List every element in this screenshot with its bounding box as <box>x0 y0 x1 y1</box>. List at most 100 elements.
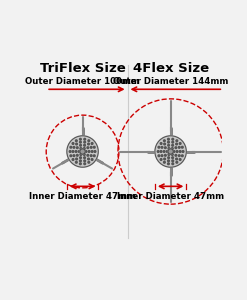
Circle shape <box>84 144 85 146</box>
Circle shape <box>76 154 78 156</box>
Circle shape <box>69 151 71 152</box>
Circle shape <box>160 151 162 152</box>
Circle shape <box>80 141 81 143</box>
Text: TriFlex Size: TriFlex Size <box>40 62 125 75</box>
Circle shape <box>168 141 169 143</box>
Circle shape <box>88 158 89 160</box>
Circle shape <box>94 151 96 152</box>
Circle shape <box>80 163 81 165</box>
Circle shape <box>158 146 160 148</box>
Circle shape <box>164 140 165 142</box>
Circle shape <box>88 161 90 163</box>
Circle shape <box>176 161 178 163</box>
Circle shape <box>168 160 169 162</box>
Circle shape <box>176 143 177 145</box>
Circle shape <box>160 142 162 144</box>
Circle shape <box>163 151 165 152</box>
Text: Inner Diameter 47mm: Inner Diameter 47mm <box>117 192 224 201</box>
Circle shape <box>93 146 95 148</box>
Circle shape <box>168 154 170 155</box>
Circle shape <box>168 138 169 140</box>
Circle shape <box>171 148 173 149</box>
Circle shape <box>72 142 74 144</box>
Circle shape <box>88 143 89 145</box>
Circle shape <box>85 151 87 152</box>
Circle shape <box>80 138 81 140</box>
Circle shape <box>67 136 98 167</box>
Circle shape <box>166 151 168 152</box>
Circle shape <box>168 148 170 149</box>
Circle shape <box>176 151 178 152</box>
Circle shape <box>80 157 82 159</box>
Circle shape <box>168 144 169 146</box>
Circle shape <box>160 159 162 161</box>
Circle shape <box>182 146 183 148</box>
Circle shape <box>76 143 78 145</box>
Circle shape <box>164 158 165 160</box>
Circle shape <box>182 155 183 157</box>
Circle shape <box>90 155 92 157</box>
Circle shape <box>91 159 93 161</box>
Circle shape <box>168 149 173 154</box>
Circle shape <box>172 160 174 162</box>
Circle shape <box>172 163 174 165</box>
Circle shape <box>84 160 85 162</box>
Text: Outer Diameter 144mm: Outer Diameter 144mm <box>113 77 228 86</box>
Circle shape <box>164 143 165 145</box>
Circle shape <box>90 146 92 148</box>
Circle shape <box>76 161 77 163</box>
Circle shape <box>76 158 78 160</box>
Circle shape <box>84 157 85 159</box>
Circle shape <box>76 140 77 142</box>
Text: Outer Diameter 100mm: Outer Diameter 100mm <box>25 77 140 86</box>
Circle shape <box>80 148 82 149</box>
Circle shape <box>158 155 160 157</box>
Circle shape <box>70 155 72 157</box>
Circle shape <box>80 160 81 162</box>
Circle shape <box>84 163 85 165</box>
Text: Inner Diameter 47mm: Inner Diameter 47mm <box>29 192 136 201</box>
Circle shape <box>78 151 80 152</box>
Circle shape <box>84 141 85 143</box>
Circle shape <box>178 155 180 157</box>
Circle shape <box>88 151 90 152</box>
Circle shape <box>171 154 173 155</box>
Circle shape <box>72 151 74 152</box>
Circle shape <box>83 148 85 149</box>
Circle shape <box>176 140 178 142</box>
Circle shape <box>87 154 89 156</box>
Circle shape <box>179 142 181 144</box>
Circle shape <box>164 161 165 163</box>
Circle shape <box>80 154 82 155</box>
Text: 4Flex Size: 4Flex Size <box>133 62 209 75</box>
Circle shape <box>173 151 175 152</box>
Circle shape <box>88 140 90 142</box>
Circle shape <box>168 157 169 159</box>
Circle shape <box>175 154 177 156</box>
Circle shape <box>182 151 184 152</box>
Circle shape <box>70 146 72 148</box>
Circle shape <box>80 149 85 154</box>
Circle shape <box>172 144 173 146</box>
Circle shape <box>91 142 93 144</box>
Circle shape <box>178 146 180 148</box>
Circle shape <box>176 158 177 160</box>
Circle shape <box>73 155 75 157</box>
Circle shape <box>161 146 163 148</box>
Circle shape <box>165 154 166 156</box>
Circle shape <box>168 163 169 165</box>
Circle shape <box>179 159 181 161</box>
Circle shape <box>165 147 166 148</box>
Circle shape <box>76 147 78 148</box>
Circle shape <box>157 151 159 152</box>
Circle shape <box>72 159 74 161</box>
Circle shape <box>87 147 89 148</box>
Circle shape <box>175 147 177 148</box>
Circle shape <box>172 157 173 159</box>
Circle shape <box>75 151 77 152</box>
Circle shape <box>179 151 181 152</box>
Circle shape <box>84 138 85 140</box>
Circle shape <box>83 154 85 155</box>
Circle shape <box>80 144 82 146</box>
Circle shape <box>172 141 174 143</box>
